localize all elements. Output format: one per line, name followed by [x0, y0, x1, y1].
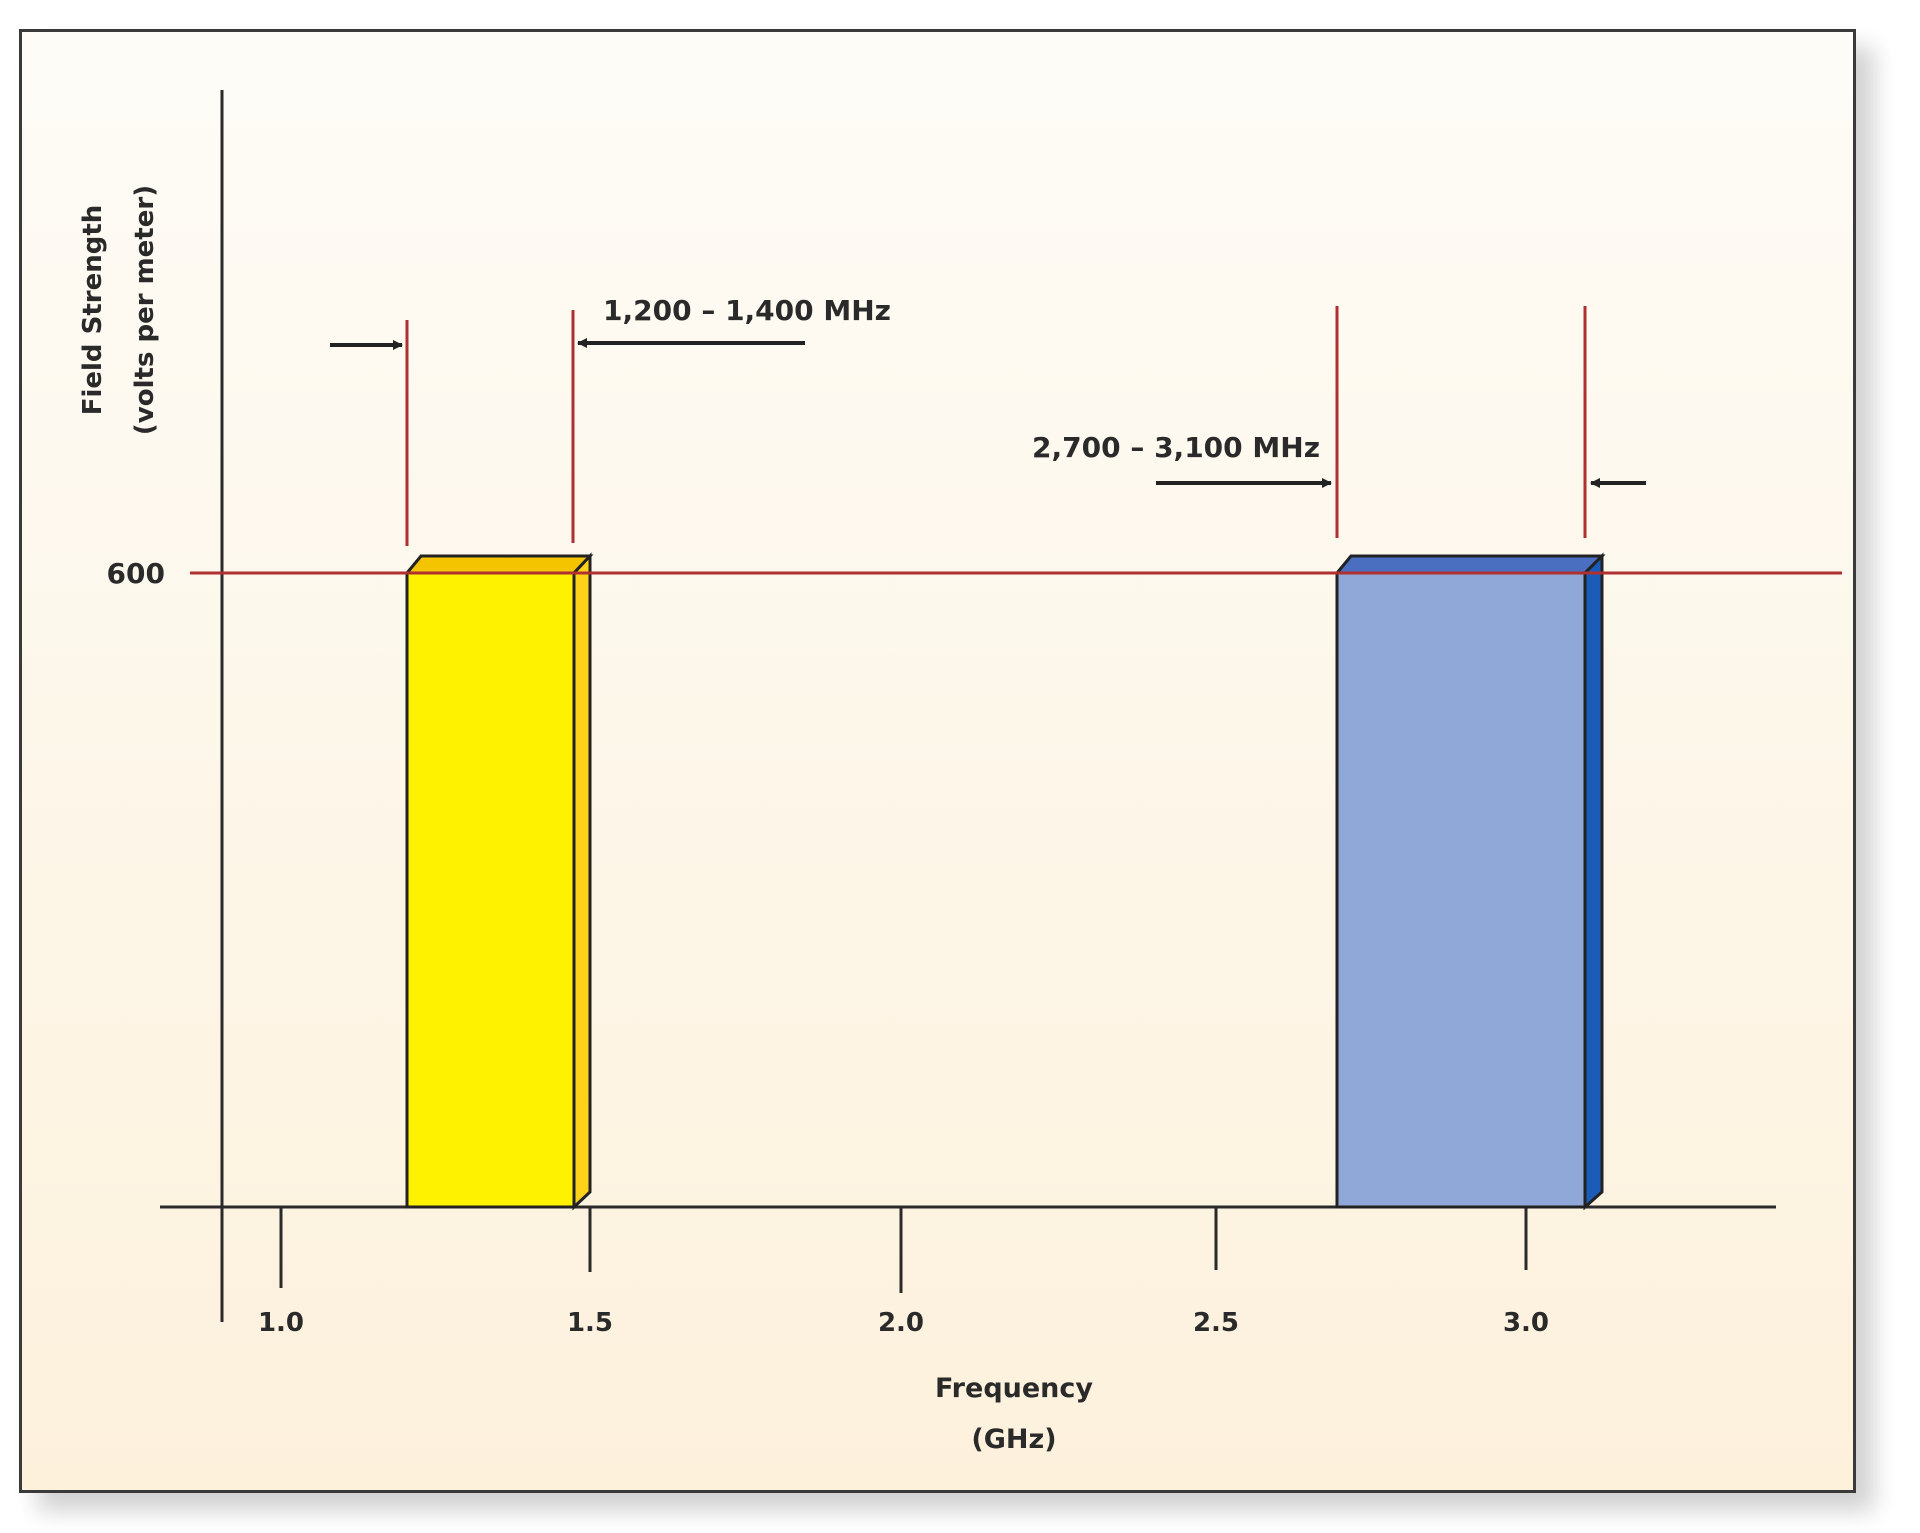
- bar-band2: [1333, 552, 1606, 1211]
- band-markers: [405, 306, 1587, 546]
- x-axis-label: Frequency: [935, 1373, 1093, 1404]
- band1-annotation: 1,200 – 1,400 MHz: [603, 294, 891, 327]
- x-axis-unit: (GHz): [971, 1424, 1056, 1455]
- x-ticks: [279, 1207, 1528, 1293]
- arrows: [330, 338, 1646, 488]
- y-tick-label: 600: [107, 557, 165, 590]
- y-axis-label: Field Strength: [78, 205, 108, 416]
- x-tick-label: 2.0: [878, 1308, 924, 1338]
- x-tick-label: 3.0: [1503, 1308, 1549, 1338]
- y-axis-unit: (volts per meter): [130, 185, 160, 435]
- x-tick-label: 2.5: [1193, 1308, 1239, 1338]
- x-tick-label: 1.5: [567, 1308, 613, 1338]
- bar-band1: [403, 552, 594, 1211]
- band2-annotation: 2,700 – 3,100 MHz: [1032, 431, 1320, 464]
- x-tick-label: 1.0: [258, 1308, 304, 1338]
